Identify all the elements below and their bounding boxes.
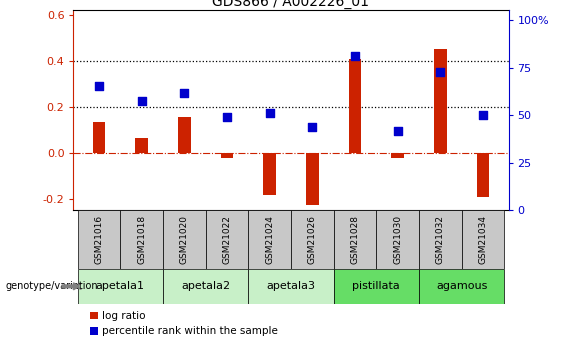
Point bbox=[308, 124, 317, 129]
Bar bbox=[306, 153, 319, 205]
Bar bbox=[333, 269, 419, 304]
Text: GSM21030: GSM21030 bbox=[393, 215, 402, 264]
Text: GSM21028: GSM21028 bbox=[350, 215, 359, 264]
Bar bbox=[78, 210, 120, 269]
Bar bbox=[78, 269, 163, 304]
Bar bbox=[462, 210, 504, 269]
Point bbox=[393, 128, 402, 134]
Title: GDS866 / A002226_01: GDS866 / A002226_01 bbox=[212, 0, 370, 9]
Bar bbox=[220, 153, 233, 158]
Text: GSM21024: GSM21024 bbox=[265, 215, 274, 264]
Bar bbox=[93, 122, 106, 153]
Bar bbox=[349, 59, 362, 153]
Point bbox=[265, 110, 274, 116]
Bar bbox=[376, 210, 419, 269]
Legend: log ratio, percentile rank within the sample: log ratio, percentile rank within the sa… bbox=[90, 311, 279, 336]
Bar bbox=[434, 49, 447, 153]
Text: GSM21032: GSM21032 bbox=[436, 215, 445, 264]
Point bbox=[180, 90, 189, 96]
Bar bbox=[391, 153, 404, 158]
Text: GSM21016: GSM21016 bbox=[94, 215, 103, 264]
Text: pistillata: pistillata bbox=[353, 282, 400, 291]
Text: GSM21026: GSM21026 bbox=[308, 215, 317, 264]
Bar bbox=[291, 210, 333, 269]
Point bbox=[137, 98, 146, 104]
Bar bbox=[178, 117, 191, 153]
Bar bbox=[163, 210, 206, 269]
Text: apetala3: apetala3 bbox=[267, 282, 315, 291]
Bar bbox=[120, 210, 163, 269]
Text: GSM21022: GSM21022 bbox=[223, 215, 232, 264]
Bar bbox=[419, 210, 462, 269]
Bar bbox=[419, 269, 504, 304]
Bar bbox=[476, 153, 489, 197]
Text: apetala1: apetala1 bbox=[96, 282, 145, 291]
Text: agamous: agamous bbox=[436, 282, 487, 291]
Bar bbox=[249, 210, 291, 269]
Bar bbox=[249, 269, 333, 304]
Point bbox=[436, 70, 445, 75]
Point bbox=[223, 115, 232, 120]
Text: apetala2: apetala2 bbox=[181, 282, 230, 291]
Point bbox=[350, 53, 359, 59]
Text: GSM21018: GSM21018 bbox=[137, 215, 146, 264]
Text: GSM21034: GSM21034 bbox=[479, 215, 488, 264]
Point bbox=[479, 112, 488, 118]
Bar bbox=[333, 210, 376, 269]
Bar bbox=[163, 269, 249, 304]
Text: genotype/variation: genotype/variation bbox=[6, 282, 98, 291]
Text: GSM21020: GSM21020 bbox=[180, 215, 189, 264]
Point bbox=[94, 83, 103, 89]
Bar bbox=[263, 153, 276, 196]
Bar bbox=[206, 210, 249, 269]
Bar bbox=[135, 138, 148, 153]
